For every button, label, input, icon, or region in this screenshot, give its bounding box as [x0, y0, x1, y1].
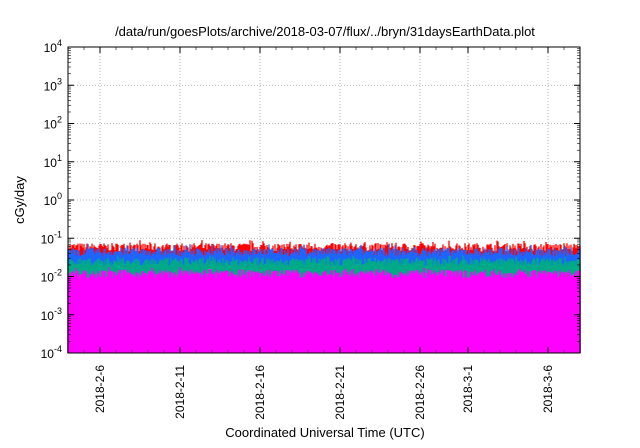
y-tick-label: 104 — [44, 38, 62, 55]
axis-ticks — [67, 46, 581, 354]
x-tick-label: 2018-2-6 — [93, 365, 107, 413]
y-tick-label: 10-2 — [41, 268, 62, 285]
data-series — [67, 240, 581, 353]
y-tick-label: 102 — [44, 115, 62, 132]
dropout-spike — [547, 291, 550, 353]
dropout-spike — [179, 291, 182, 353]
x-tick-label: 2018-2-26 — [413, 365, 427, 420]
y-tick-label: 101 — [44, 153, 62, 170]
x-tick-labels: 2018-2-6 2018-2-11 2018-2-16 2018-2-21 2018-… — [93, 365, 555, 420]
dropout-spike — [355, 291, 358, 353]
dropout-spike — [371, 291, 374, 353]
dropout-spike — [339, 291, 342, 353]
x-tick-label: 2018-2-21 — [333, 365, 347, 420]
y-tick-label: 103 — [44, 76, 62, 93]
x-tick-label: 2018-2-16 — [253, 365, 267, 420]
x-axis-label: Coordinated Universal Time (UTC) — [225, 425, 424, 440]
y-tick-labels: 10-4 10-3 10-2 10-1 100 101 102 103 104 — [41, 38, 62, 361]
x-tick-label: 2018-2-11 — [173, 365, 187, 419]
x-tick-label: 2018-3-6 — [541, 365, 555, 413]
dropout-spike — [531, 291, 534, 353]
dropout-spike — [259, 291, 262, 353]
chart-title: /data/run/goesPlots/archive/2018-03-07/f… — [115, 24, 535, 39]
y-tick-label: 10-3 — [41, 306, 62, 323]
y-axis-label: cGy/day — [12, 176, 27, 224]
dropout-spike — [483, 291, 486, 353]
y-tick-label: 100 — [44, 191, 62, 208]
dropout-spike — [131, 291, 134, 353]
dropout-spike — [227, 291, 230, 353]
y-tick-label: 10-4 — [41, 344, 62, 361]
x-tick-label: 2018-3-1 — [461, 365, 475, 413]
dropout-spike — [563, 291, 566, 353]
y-tick-label: 10-1 — [41, 229, 62, 246]
